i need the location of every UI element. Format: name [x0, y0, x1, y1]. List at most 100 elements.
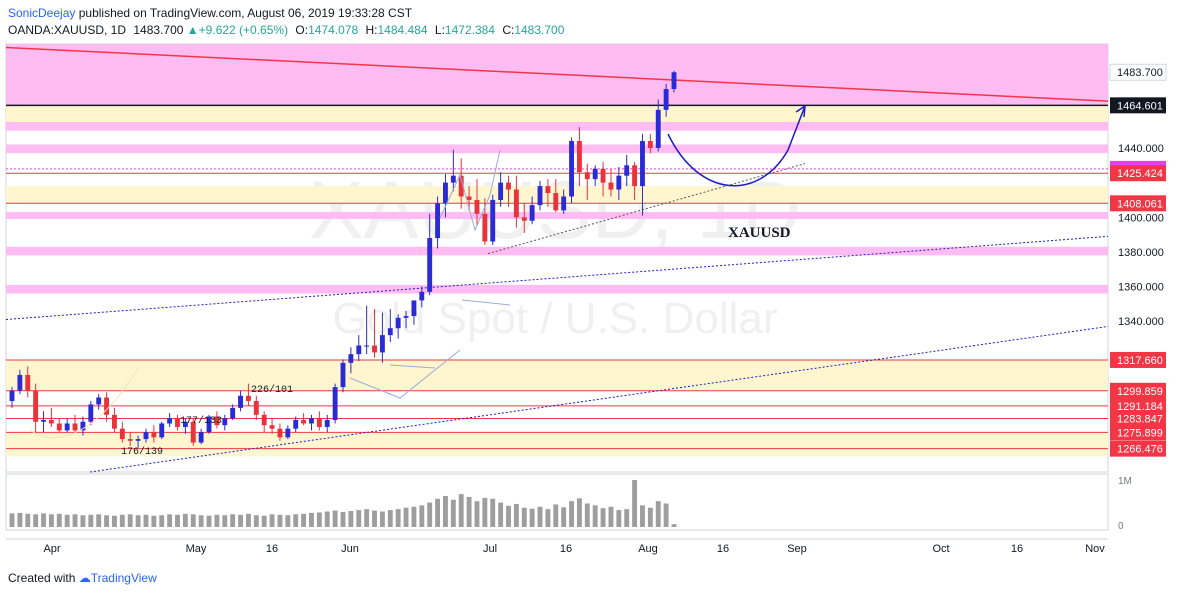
candle-body [663, 89, 669, 110]
tradingview-logo-icon: ☁ [78, 571, 91, 585]
volume-bar [285, 515, 291, 527]
candle [80, 416, 86, 436]
volume-bar [56, 513, 62, 527]
candle-body [506, 182, 511, 190]
candle [340, 359, 346, 393]
volume-bar [600, 508, 606, 527]
projection-curve [29, 367, 139, 438]
symbol-name[interactable]: OANDA:XAUUSD, 1D [8, 23, 127, 37]
volume-bar [151, 515, 157, 527]
zone-band [6, 284, 1108, 294]
candle [25, 366, 31, 398]
price-tag [1110, 397, 1166, 414]
candle-body [167, 418, 173, 424]
candle-body [41, 420, 46, 422]
publish-text: published on TradingView.com, August 06,… [78, 6, 413, 20]
candle-body [301, 420, 307, 424]
candle-body [671, 72, 677, 90]
candle [561, 189, 567, 214]
candle [206, 414, 212, 434]
volume-bar [348, 511, 354, 527]
candle [33, 383, 39, 434]
volume-bar [253, 515, 259, 527]
volume-bar [175, 514, 180, 527]
candle-body [48, 420, 54, 424]
candle [96, 394, 102, 410]
candle [403, 310, 409, 329]
candle [364, 305, 370, 355]
volume-bar [506, 505, 511, 527]
author-link[interactable]: SonicDeejay [8, 6, 76, 20]
volume-bar [324, 511, 330, 527]
candle [112, 407, 117, 433]
candle [553, 179, 559, 213]
candle-body [411, 300, 417, 317]
candle [450, 149, 456, 192]
candle [435, 196, 441, 249]
volume-bar [553, 504, 559, 527]
price-tag [1110, 351, 1166, 368]
candle-body [245, 395, 251, 401]
candle [198, 428, 204, 445]
resistance-trendline [5, 46, 1109, 102]
candle-body [513, 189, 519, 218]
candle [104, 392, 110, 422]
x-tick-label: 16 [717, 543, 729, 555]
candle [316, 411, 322, 431]
volume-bar [387, 510, 393, 527]
volume-bar [395, 509, 401, 527]
candle-body [498, 182, 504, 200]
candle-body [372, 345, 377, 353]
candle [253, 395, 259, 421]
volume-bar [143, 514, 149, 527]
open-value: 1474.078 [308, 23, 359, 37]
candle [671, 70, 677, 93]
candle-body [640, 141, 645, 187]
volume-bar [72, 514, 78, 527]
tradingview-link[interactable]: TradingView [90, 571, 157, 585]
volume-bar [584, 503, 590, 527]
zone-band [6, 246, 1108, 256]
x-tick-label: Jun [341, 543, 359, 555]
candle-body [143, 432, 149, 440]
candle [395, 314, 401, 339]
candle-body [450, 175, 456, 183]
zone-band [6, 106, 1108, 122]
candle [529, 196, 535, 225]
candle-body [521, 217, 527, 221]
candle [640, 134, 645, 216]
price-tag [1110, 382, 1166, 399]
candle [545, 179, 551, 207]
projection-curve [667, 105, 806, 187]
volume-bar [214, 514, 220, 527]
candle-body [285, 428, 291, 438]
volume-axis-label: 0 [1118, 521, 1124, 532]
volume-bar [167, 514, 173, 527]
candle-body [403, 316, 409, 318]
candle-body [482, 213, 488, 242]
candle-body [364, 345, 370, 347]
zone-band [6, 144, 1108, 154]
volume-bar [419, 505, 425, 527]
created-with-text: Created with [8, 571, 76, 585]
price-tag [1110, 424, 1166, 441]
y-tick-label: 1340.000 [1118, 316, 1164, 328]
x-tick-label: Aug [638, 543, 658, 555]
candle [64, 418, 70, 433]
candle-body [88, 404, 94, 422]
volume-bar [671, 524, 677, 527]
volume-bar [482, 497, 488, 527]
price-tag-label: 1275.899 [1117, 427, 1163, 439]
candle-body [112, 414, 117, 429]
candle-body [458, 175, 464, 197]
candle-body [545, 186, 551, 194]
candle [56, 418, 62, 433]
candle [474, 179, 480, 226]
volume-bar [450, 499, 456, 527]
candle [372, 309, 377, 358]
price-change: +9.622 (+0.65%) [198, 23, 289, 37]
candle [490, 194, 496, 246]
candle-body [293, 420, 299, 429]
price-tag-label: 1425.424 [1117, 168, 1163, 180]
